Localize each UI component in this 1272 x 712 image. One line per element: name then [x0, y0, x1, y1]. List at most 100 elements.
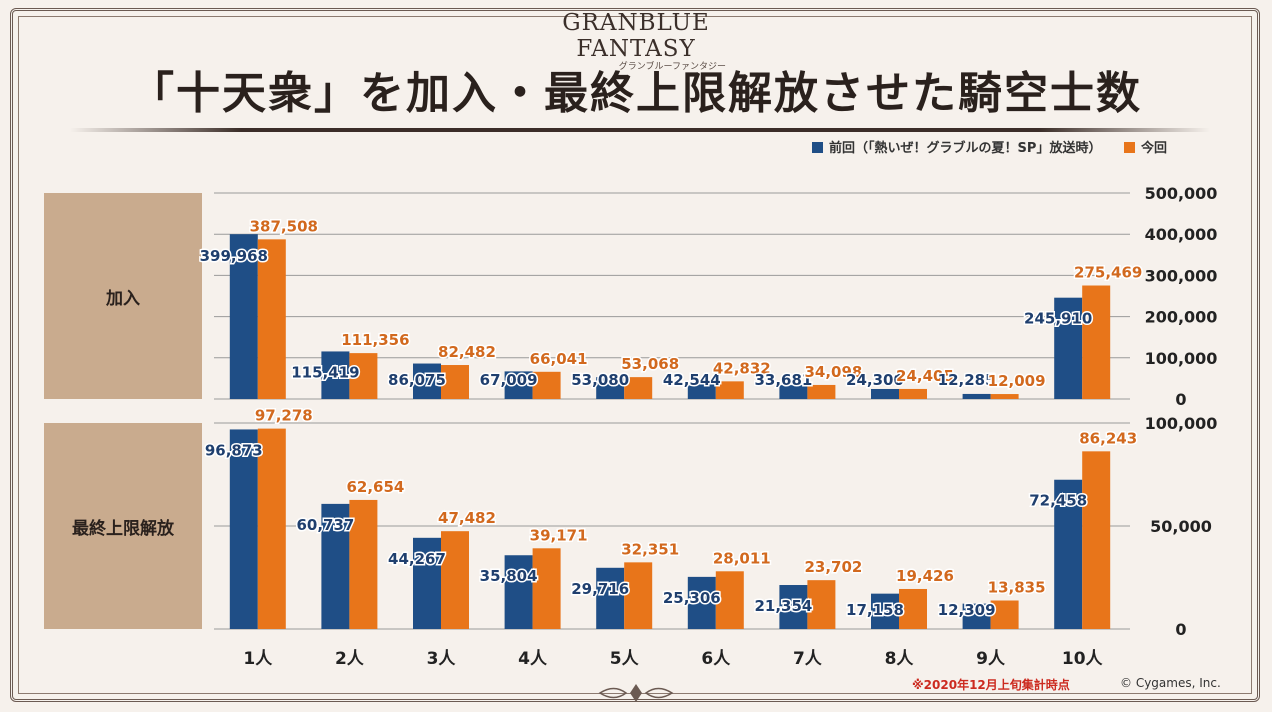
bar-current [349, 353, 378, 399]
y-tick-label: 400,000 [1145, 225, 1218, 244]
x-tick-label: 8人 [885, 649, 915, 669]
bar-current [899, 588, 927, 629]
data-label: 28,011 [713, 549, 771, 567]
bar-current [807, 580, 836, 629]
data-label: 67,009 [480, 371, 538, 389]
data-label: 387,508 [250, 217, 318, 235]
x-tick-label: 10人 [1062, 649, 1104, 669]
bar-previous [962, 393, 991, 399]
data-label: 34,098 [804, 363, 862, 381]
data-label: 35,804 [480, 567, 538, 585]
footnote: ※2020年12月上旬集計時点 [912, 678, 1070, 692]
bar-previous [504, 555, 533, 629]
bar-previous [962, 603, 991, 629]
chart-legend: 前回（「熱いぜ！グラブルの夏！SP」放送時） 今回 [794, 137, 1167, 156]
bar-previous [229, 429, 258, 629]
bar-previous [321, 503, 350, 629]
bar-previous [779, 585, 808, 629]
bottom-ornament-icon [598, 684, 674, 702]
game-logo: GRANBLUE FANTASY グランブルーファンタジー [516, 6, 756, 72]
bar-previous [413, 537, 441, 629]
x-tick-label: 5人 [610, 649, 640, 669]
y-tick-label: 50,000 [1150, 517, 1212, 536]
data-label: 82,482 [438, 343, 496, 361]
y-tick-label: 200,000 [1145, 308, 1218, 327]
x-tick-label: 4人 [518, 649, 548, 669]
bar-previous [229, 234, 258, 399]
row-label-join: 加入 [44, 193, 202, 399]
data-label: 111,356 [341, 331, 409, 349]
data-label: 66,041 [530, 350, 588, 368]
data-label: 23,702 [804, 558, 862, 576]
bar-current [441, 531, 469, 629]
bar-previous [687, 576, 716, 629]
data-label: 86,075 [388, 371, 446, 389]
bar-current [807, 384, 836, 399]
data-label: 72,458 [1029, 492, 1087, 510]
data-label: 53,080 [571, 371, 629, 389]
data-label: 60,737 [296, 516, 354, 534]
bar-current [257, 428, 286, 629]
data-label: 47,482 [438, 509, 496, 527]
data-label: 245,910 [1024, 310, 1092, 328]
data-label: 12,285 [938, 371, 996, 389]
data-label: 62,654 [346, 478, 404, 496]
bar-current [990, 394, 1019, 399]
data-label: 44,267 [388, 550, 446, 568]
data-label: 21,354 [754, 597, 812, 615]
data-label: 115,419 [291, 363, 359, 381]
bar-current [624, 377, 653, 399]
data-label: 33,681 [754, 371, 812, 389]
bar-previous [779, 385, 808, 399]
data-label: 399,968 [200, 247, 268, 265]
data-label: 32,351 [621, 540, 679, 558]
legend-label-current: 今回 [1140, 141, 1167, 156]
bar-previous [596, 567, 625, 629]
data-label: 275,469 [1074, 264, 1142, 282]
legend-label-previous: 前回（「熱いぜ！グラブルの夏！SP」放送時） [829, 141, 1102, 156]
bar-current [1082, 285, 1111, 399]
bar-previous [871, 593, 899, 629]
y-tick-label: 0 [1175, 390, 1186, 409]
data-label: 17,158 [846, 601, 904, 619]
y-tick-label: 300,000 [1145, 266, 1218, 285]
data-label: 42,832 [713, 359, 771, 377]
bar-current [532, 371, 561, 399]
bar-current [715, 571, 744, 629]
legend-item-previous: 前回（「熱いぜ！グラブルの夏！SP」放送時） [812, 137, 1101, 156]
bar-previous [871, 388, 899, 399]
legend-swatch-current [1123, 142, 1135, 153]
bar-current [715, 381, 744, 399]
logo-sub-text: グランブルーファンタジー [618, 62, 726, 72]
bar-current [441, 365, 469, 399]
bar-previous [596, 377, 625, 399]
copyright: © Cygames, Inc. [1120, 676, 1221, 690]
bar-previous [321, 351, 350, 399]
data-label: 86,243 [1079, 429, 1137, 447]
logo-main-text: GRANBLUE FANTASY [562, 10, 710, 62]
bar-previous [504, 371, 533, 399]
page-title: 「十天衆」を加入・最終上限解放させた騎空士数 [130, 68, 1142, 119]
data-label: 12,009 [988, 372, 1046, 390]
x-tick-label: 7人 [793, 649, 823, 669]
x-tick-label: 1人 [243, 649, 273, 669]
bar-previous [1054, 479, 1083, 629]
data-label: 96,873 [205, 441, 263, 459]
bar-current [532, 548, 561, 629]
bar-previous [687, 381, 716, 399]
data-label: 19,426 [896, 567, 954, 585]
data-label: 25,306 [663, 589, 721, 607]
data-label: 13,835 [988, 578, 1046, 596]
data-label: 39,171 [530, 526, 588, 544]
x-tick-label: 6人 [701, 649, 731, 669]
x-tick-label: 9人 [976, 649, 1006, 669]
y-tick-label: 100,000 [1145, 414, 1218, 433]
bar-current [1082, 451, 1111, 629]
y-tick-label: 0 [1175, 620, 1186, 639]
x-tick-label: 3人 [427, 649, 457, 669]
data-label: 24,405 [896, 367, 954, 385]
title-divider [70, 128, 1210, 132]
bar-previous [413, 363, 441, 399]
bar-current [624, 562, 653, 629]
bar-current [349, 499, 378, 629]
